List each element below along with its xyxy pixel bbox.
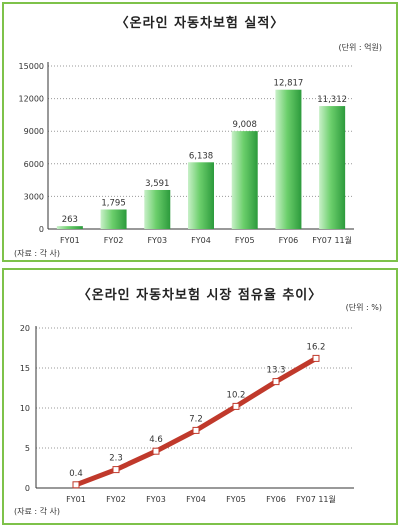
data-label: 263 (62, 215, 78, 225)
data-point (72, 481, 80, 489)
data-point (112, 466, 120, 474)
x-tick-label: FY01 (60, 236, 80, 245)
y-tick-label: 15 (20, 364, 30, 373)
data-label: 16.2 (307, 342, 326, 352)
x-tick-label: FY05 (235, 236, 255, 245)
data-label: 12,817 (274, 79, 304, 89)
y-tick-label: 10 (20, 404, 30, 413)
data-label: 13.3 (267, 366, 286, 376)
line-chart: 0 5 10 15 20 0.4 FY01 2.3 FY02 4.6 FY03 7.2 FY04 10.2… (20, 324, 354, 504)
revenue-chart-panel: 〈온라인 자동차보험 실적〉 (단위 : 억원) 0 3000 6000 9000 12… (2, 2, 398, 262)
x-tick-label: FY05 (226, 495, 246, 504)
x-tick-label: FY03 (147, 236, 167, 245)
y-tick-label: 5 (25, 444, 30, 453)
y-tick-label: 12000 (19, 95, 44, 104)
y-tick-label: 6000 (24, 160, 44, 169)
source-label: (자료 : 각 사) (14, 249, 61, 258)
x-tick-label: FY03 (146, 495, 166, 504)
y-tick-label: 9000 (24, 127, 44, 136)
bar (56, 226, 83, 229)
y-tick-label: 20 (20, 324, 30, 333)
bar (231, 131, 258, 229)
data-label: 9,008 (233, 120, 257, 130)
x-tick-label: FY04 (191, 236, 211, 245)
data-point (192, 426, 200, 434)
data-point (152, 447, 160, 455)
data-label: 10.2 (227, 390, 246, 400)
bar (319, 106, 346, 229)
data-label: 4.6 (149, 435, 163, 445)
data-label: 11,312 (317, 95, 347, 105)
bar (188, 162, 214, 229)
share-chart-panel: 〈온라인 자동차보험 시장 점유율 추이〉 (단위 : %) 0 5 10 15 20 0… (2, 268, 398, 525)
bar (144, 189, 171, 229)
chart-title: 〈온라인 자동차보험 실적〉 (115, 16, 285, 31)
x-tick-label: FY06 (266, 495, 286, 504)
y-tick-label: 3000 (24, 192, 44, 201)
data-label: 2.3 (109, 454, 123, 464)
data-label: 3,591 (145, 179, 169, 189)
bar (100, 209, 127, 229)
y-tick-label: 15000 (19, 62, 44, 71)
data-label: 6,138 (189, 151, 213, 161)
data-point (272, 378, 280, 386)
y-tick-label: 0 (25, 484, 30, 493)
data-label: 1,795 (101, 198, 125, 208)
x-tick-label: FY07 11월 (312, 235, 352, 245)
data-point (232, 402, 240, 410)
source-label: (자료 : 각 사) (14, 507, 61, 516)
x-tick-label: FY01 (66, 495, 86, 504)
bar (275, 89, 302, 230)
unit-label: (단위 : %) (345, 303, 382, 312)
data-label: 0.4 (69, 469, 83, 479)
y-tick-label: 0 (39, 225, 44, 234)
x-tick-label: FY04 (186, 495, 206, 504)
bar-chart: 0 3000 6000 9000 12000 15000 263 FY01 1,795 FY02 3… (19, 62, 354, 245)
x-tick-label: FY06 (279, 236, 299, 245)
x-tick-label: FY02 (106, 495, 126, 504)
data-point (312, 354, 320, 362)
x-tick-label: FY02 (104, 236, 124, 245)
chart-title: 〈온라인 자동차보험 시장 점유율 추이〉 (77, 288, 323, 303)
x-tick-label: FY07 11월 (296, 494, 336, 504)
unit-label: (단위 : 억원) (338, 43, 382, 52)
data-label: 7.2 (189, 414, 203, 424)
